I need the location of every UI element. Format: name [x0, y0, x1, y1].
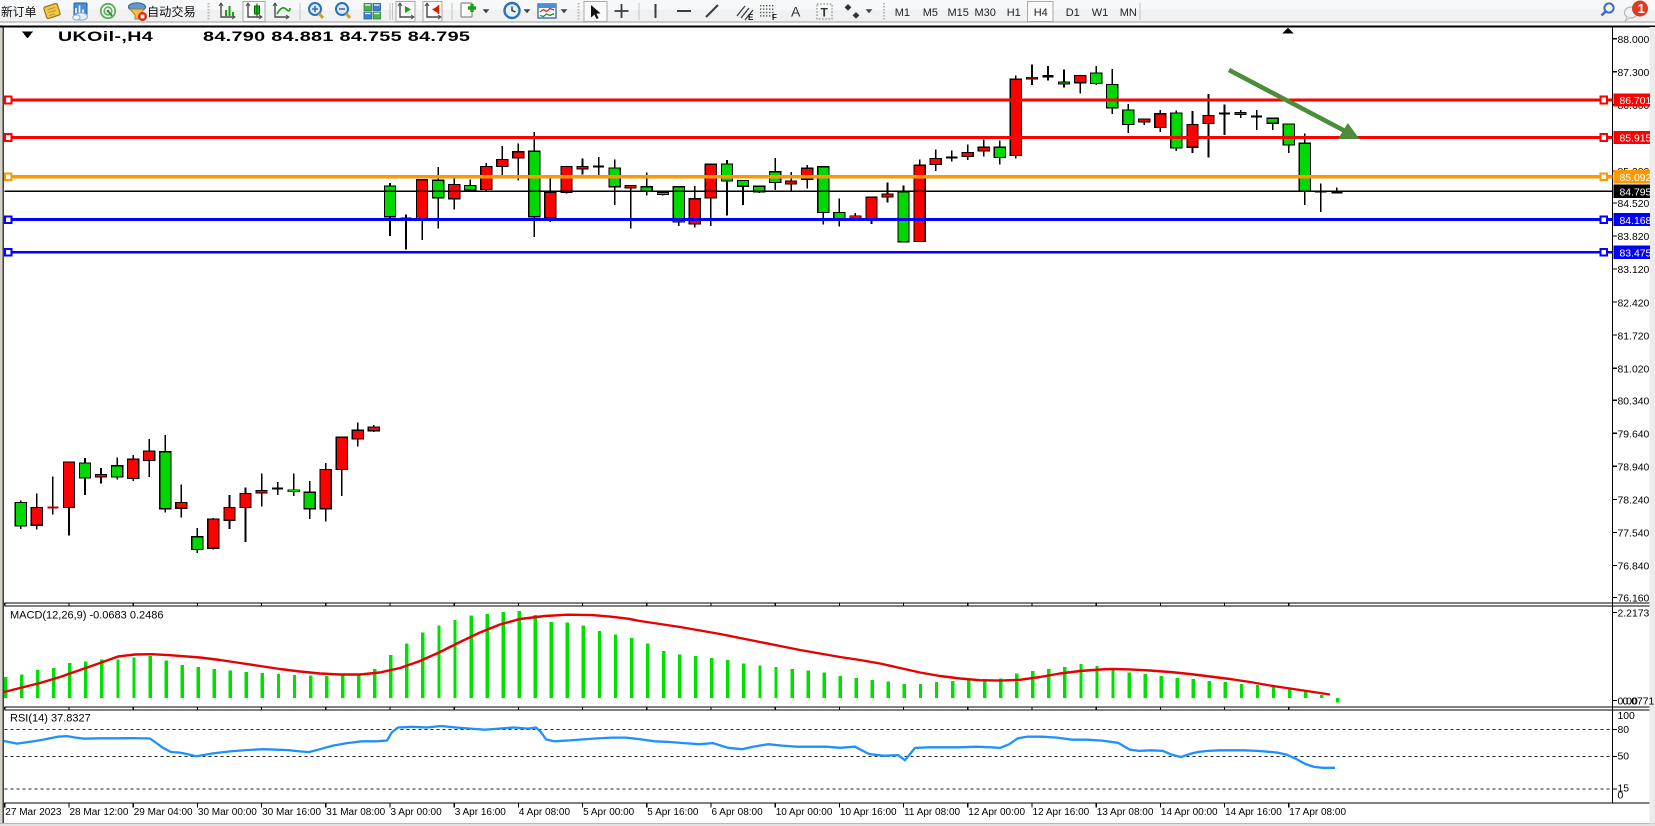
- svg-text:83.820: 83.820: [1618, 232, 1650, 243]
- svg-text:5 Apr 00:00: 5 Apr 00:00: [583, 807, 635, 818]
- svg-text:6 Apr 08:00: 6 Apr 08:00: [712, 807, 764, 818]
- svg-text:84.790 84.881 84.755 84.795: 84.790 84.881 84.755 84.795: [203, 29, 470, 44]
- svg-text:H1: H1: [1007, 7, 1021, 19]
- svg-text:50: 50: [1618, 752, 1630, 763]
- svg-text:H4: H4: [1034, 7, 1048, 19]
- svg-text:M30: M30: [975, 7, 996, 19]
- svg-text:4 Apr 08:00: 4 Apr 08:00: [519, 807, 571, 818]
- svg-text:78.240: 78.240: [1618, 496, 1650, 507]
- svg-text:76.160: 76.160: [1618, 594, 1650, 605]
- svg-text:14 Apr 00:00: 14 Apr 00:00: [1161, 807, 1218, 818]
- svg-text:78.940: 78.940: [1618, 463, 1650, 474]
- svg-text:2.2173: 2.2173: [1618, 609, 1650, 620]
- svg-text:T: T: [821, 6, 829, 20]
- svg-text:84.520: 84.520: [1618, 199, 1650, 210]
- svg-text:28 Mar 12:00: 28 Mar 12:00: [70, 807, 129, 818]
- svg-text:79.640: 79.640: [1618, 430, 1650, 441]
- svg-text:82.420: 82.420: [1618, 298, 1650, 309]
- svg-text:12 Apr 16:00: 12 Apr 16:00: [1033, 807, 1090, 818]
- svg-text:A: A: [791, 4, 801, 20]
- svg-text:80.340: 80.340: [1618, 396, 1650, 407]
- svg-text:86.701: 86.701: [1620, 96, 1652, 107]
- svg-text:1: 1: [1638, 1, 1645, 16]
- svg-text:84.168: 84.168: [1620, 216, 1652, 227]
- svg-text:29 Mar 04:00: 29 Mar 04:00: [134, 807, 193, 818]
- svg-text:W1: W1: [1092, 7, 1109, 19]
- svg-text:RSI(14) 37.8327: RSI(14) 37.8327: [10, 713, 91, 725]
- svg-text:MACD(12,26,9) -0.0683 0.2486: MACD(12,26,9) -0.0683 0.2486: [10, 610, 163, 622]
- svg-text:17 Apr 08:00: 17 Apr 08:00: [1289, 807, 1346, 818]
- svg-text:UKOil-,H4: UKOil-,H4: [58, 29, 154, 44]
- svg-text:85.092: 85.092: [1620, 173, 1652, 184]
- svg-text:81.020: 81.020: [1618, 364, 1650, 375]
- svg-text:10 Apr 00:00: 10 Apr 00:00: [776, 807, 833, 818]
- svg-text:81.720: 81.720: [1618, 331, 1650, 342]
- svg-text:F: F: [772, 13, 777, 22]
- svg-text:M5: M5: [923, 7, 938, 19]
- svg-text:E: E: [748, 13, 754, 22]
- svg-text:30 Mar 16:00: 30 Mar 16:00: [262, 807, 321, 818]
- svg-text:MN: MN: [1120, 7, 1137, 19]
- svg-text:12 Apr 00:00: 12 Apr 00:00: [968, 807, 1025, 818]
- svg-text:77.540: 77.540: [1618, 529, 1650, 540]
- svg-text:14 Apr 16:00: 14 Apr 16:00: [1225, 807, 1282, 818]
- svg-text:27 Mar 2023: 27 Mar 2023: [5, 807, 62, 818]
- svg-text:76.840: 76.840: [1618, 562, 1650, 573]
- svg-text:80: 80: [1618, 725, 1630, 736]
- svg-text:83.120: 83.120: [1618, 265, 1650, 276]
- svg-text:13 Apr 08:00: 13 Apr 08:00: [1097, 807, 1154, 818]
- svg-text:11 Apr 08:00: 11 Apr 08:00: [904, 807, 960, 818]
- svg-text:88.000: 88.000: [1618, 35, 1650, 46]
- svg-text:31 Mar 08:00: 31 Mar 08:00: [326, 807, 385, 818]
- svg-text:0: 0: [1618, 791, 1624, 802]
- svg-text:M15: M15: [948, 7, 969, 19]
- svg-text:0.0771: 0.0771: [1623, 696, 1655, 707]
- svg-text:3 Apr 00:00: 3 Apr 00:00: [391, 807, 443, 818]
- svg-text:D1: D1: [1066, 7, 1080, 19]
- svg-text:83.475: 83.475: [1620, 249, 1652, 260]
- svg-text:87.300: 87.300: [1618, 68, 1650, 79]
- svg-text:30 Mar 00:00: 30 Mar 00:00: [198, 807, 257, 818]
- svg-text:自动交易: 自动交易: [147, 4, 196, 19]
- svg-text:85.915: 85.915: [1620, 134, 1652, 145]
- svg-text:0.00: 0.00: [1618, 697, 1638, 708]
- svg-text:M1: M1: [895, 7, 910, 19]
- svg-text:5 Apr 16:00: 5 Apr 16:00: [647, 807, 699, 818]
- svg-text:15: 15: [1618, 784, 1630, 795]
- svg-text:新订单: 新订单: [1, 5, 37, 19]
- svg-text:84.795: 84.795: [1620, 188, 1652, 199]
- svg-text:100: 100: [1618, 711, 1636, 722]
- svg-text:3 Apr 16:00: 3 Apr 16:00: [455, 807, 507, 818]
- svg-text:10 Apr 16:00: 10 Apr 16:00: [840, 807, 897, 818]
